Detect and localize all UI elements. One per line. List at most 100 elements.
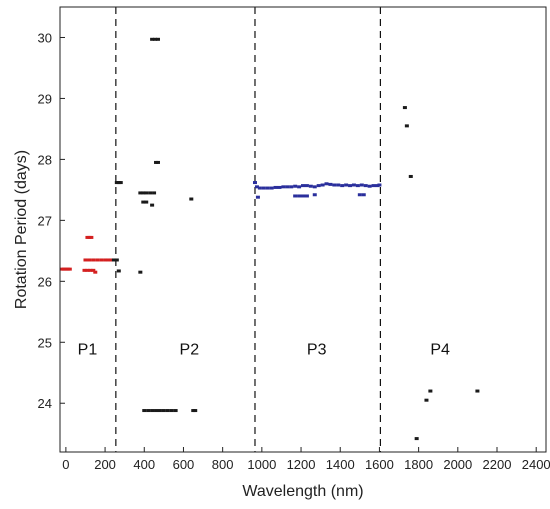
data-point bbox=[332, 183, 337, 187]
data-point bbox=[144, 191, 149, 195]
data-point bbox=[371, 184, 376, 188]
data-point bbox=[351, 183, 356, 187]
data-point bbox=[155, 37, 160, 41]
data-point bbox=[340, 184, 345, 188]
x-tick-label: 2200 bbox=[483, 457, 512, 472]
data-point bbox=[285, 185, 290, 189]
data-point bbox=[116, 269, 121, 273]
data-point bbox=[328, 182, 333, 186]
data-point bbox=[301, 194, 305, 198]
data-point bbox=[324, 182, 329, 186]
data-point bbox=[152, 191, 157, 195]
data-point bbox=[304, 184, 309, 188]
data-point bbox=[142, 409, 147, 413]
data-point bbox=[336, 183, 341, 187]
data-point bbox=[154, 409, 159, 413]
data-point bbox=[273, 185, 278, 189]
data-point bbox=[359, 183, 364, 187]
data-point bbox=[269, 186, 274, 190]
data-point bbox=[316, 184, 321, 188]
data-point bbox=[150, 409, 155, 413]
data-point bbox=[281, 185, 286, 189]
x-tick-label: 800 bbox=[212, 457, 234, 472]
data-point bbox=[312, 185, 317, 189]
y-tick-label: 26 bbox=[38, 274, 52, 289]
data-point bbox=[99, 258, 104, 262]
y-tick-label: 27 bbox=[38, 213, 52, 228]
data-point bbox=[293, 194, 298, 198]
data-point bbox=[189, 197, 194, 201]
data-point bbox=[254, 185, 259, 189]
data-point bbox=[150, 203, 155, 207]
data-point bbox=[118, 181, 123, 185]
data-point bbox=[87, 258, 92, 262]
data-point bbox=[82, 268, 87, 272]
data-point bbox=[304, 194, 309, 198]
y-tick-label: 30 bbox=[38, 30, 52, 45]
x-tick-label: 2000 bbox=[443, 457, 472, 472]
data-point bbox=[193, 409, 198, 413]
data-point bbox=[165, 409, 170, 413]
x-tick-label: 1000 bbox=[247, 457, 276, 472]
data-point bbox=[111, 258, 116, 262]
data-point bbox=[93, 270, 98, 274]
data-point bbox=[261, 186, 266, 190]
data-point bbox=[297, 194, 302, 198]
data-point bbox=[475, 389, 480, 393]
region-label-p4: P4 bbox=[430, 341, 450, 358]
plot-frame bbox=[59, 6, 547, 453]
x-tick-label: 2400 bbox=[522, 457, 550, 472]
data-point bbox=[85, 268, 90, 272]
data-point bbox=[91, 268, 96, 272]
data-point bbox=[150, 37, 155, 41]
data-point bbox=[404, 124, 409, 128]
data-point bbox=[293, 184, 298, 188]
data-point bbox=[348, 184, 353, 188]
region-label-p3: P3 bbox=[307, 341, 327, 358]
y-tick-label: 24 bbox=[38, 396, 52, 411]
data-point bbox=[414, 437, 419, 441]
data-point bbox=[148, 191, 153, 195]
x-tick-label: 1200 bbox=[287, 457, 316, 472]
data-point bbox=[155, 160, 160, 164]
region-label-p2: P2 bbox=[180, 341, 200, 358]
x-tick-label: 1800 bbox=[404, 457, 433, 472]
data-point bbox=[88, 268, 93, 272]
y-tick-label: 25 bbox=[38, 335, 52, 350]
data-point bbox=[141, 200, 146, 204]
data-point bbox=[301, 184, 305, 188]
y-tick-label: 28 bbox=[38, 152, 52, 167]
region-label-p1: P1 bbox=[78, 341, 98, 358]
data-point bbox=[424, 398, 429, 402]
data-point bbox=[169, 409, 174, 413]
data-point bbox=[106, 258, 111, 262]
data-point bbox=[255, 195, 260, 199]
data-point bbox=[402, 106, 407, 110]
data-point bbox=[89, 235, 94, 239]
x-axis-label: Wavelength (nm) bbox=[242, 483, 363, 500]
data-point bbox=[265, 186, 270, 190]
data-point bbox=[91, 258, 96, 262]
data-point bbox=[297, 185, 302, 189]
x-tick-label: 600 bbox=[173, 457, 195, 472]
data-point bbox=[103, 258, 108, 262]
data-point bbox=[308, 184, 313, 188]
data-point bbox=[428, 389, 433, 393]
data-point bbox=[141, 191, 146, 195]
x-tick-label: 0 bbox=[62, 457, 69, 472]
data-point bbox=[138, 191, 143, 195]
y-axis-label: Rotation Period (days) bbox=[13, 150, 30, 309]
y-tick-label: 29 bbox=[38, 91, 52, 106]
data-point bbox=[257, 186, 262, 190]
data-point bbox=[161, 409, 166, 413]
data-point bbox=[361, 193, 366, 197]
data-point bbox=[312, 193, 317, 197]
data-point bbox=[67, 267, 72, 271]
data-point bbox=[146, 409, 151, 413]
x-tick-label: 1400 bbox=[326, 457, 355, 472]
data-point bbox=[289, 185, 294, 189]
data-point bbox=[95, 258, 100, 262]
x-tick-label: 1600 bbox=[365, 457, 394, 472]
